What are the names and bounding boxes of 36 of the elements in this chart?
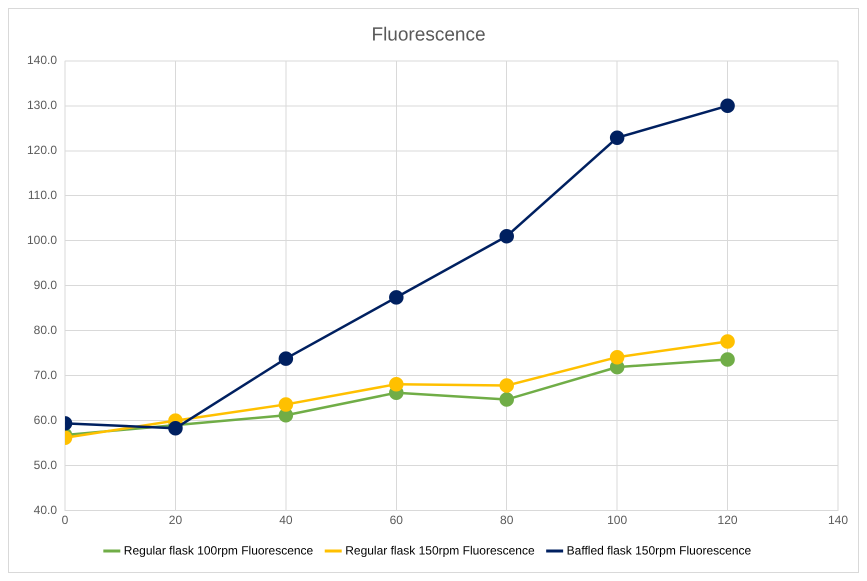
y-tick-label: 130.0 <box>27 98 58 112</box>
x-tick-label: 0 <box>62 513 69 528</box>
point <box>499 378 514 393</box>
x-tick-label: 140 <box>828 513 848 528</box>
point <box>720 352 735 367</box>
y-tick-label: 60.0 <box>34 412 58 427</box>
y-tick-label: 50.0 <box>34 458 58 472</box>
point <box>610 350 624 364</box>
x-tick-label: 20 <box>168 513 182 528</box>
point <box>278 351 294 366</box>
point <box>389 290 404 305</box>
point <box>389 376 404 392</box>
point <box>720 334 735 349</box>
chart-title: Fluorescence <box>371 24 486 46</box>
point <box>499 228 514 244</box>
x-tick-label: 40 <box>279 513 293 528</box>
point <box>278 397 294 412</box>
point <box>610 130 624 145</box>
x-tick-label: 100 <box>607 513 628 528</box>
y-tick-label: 90.0 <box>34 278 58 292</box>
y-tick-label: 40.0 <box>34 502 58 517</box>
x-tick-label: 60 <box>390 513 404 528</box>
legend-label: Baffled flask 150rpm Fluorescence <box>566 543 752 558</box>
y-tick-label: 110.0 <box>28 188 58 202</box>
point <box>720 98 735 114</box>
y-tick-label: 120.0 <box>27 143 58 158</box>
point <box>168 421 183 436</box>
y-tick-label: 80.0 <box>34 322 58 337</box>
y-tick-label: 70.0 <box>34 368 58 382</box>
y-tick-label: 140.0 <box>27 53 58 68</box>
point <box>499 392 514 407</box>
x-tick-label: 120 <box>718 513 738 528</box>
y-tick-label: 100.0 <box>27 233 58 248</box>
x-tick-label: 80 <box>500 513 514 528</box>
legend-label: Regular flask 150rpm Fluorescence <box>345 543 535 558</box>
legend-label: Regular flask 100rpm Fluorescence <box>124 543 314 558</box>
